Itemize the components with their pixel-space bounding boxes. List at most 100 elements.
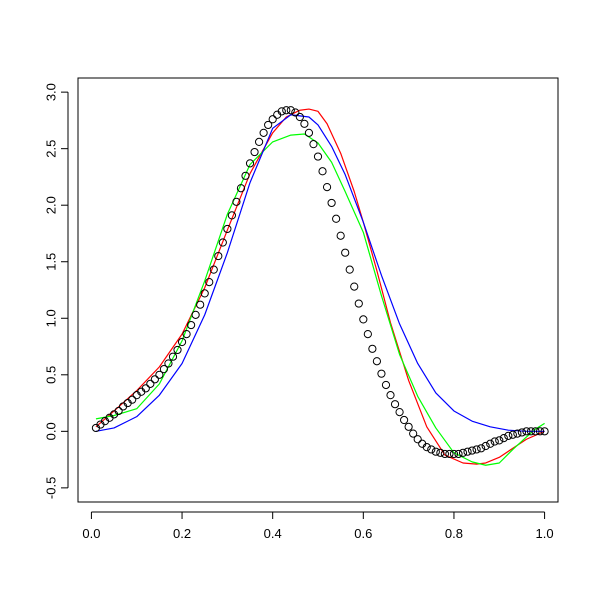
data-point (531, 427, 540, 436)
data-point (472, 445, 481, 454)
series-line-2 (95, 133, 545, 466)
data-point (250, 147, 259, 157)
data-point (522, 427, 531, 436)
y-tick-label: 2.5 (44, 140, 59, 158)
data-point (350, 282, 359, 291)
data-point (436, 448, 445, 457)
data-point (196, 300, 205, 309)
data-point (463, 447, 472, 456)
data-point (114, 406, 123, 416)
data-point (372, 357, 382, 366)
y-tick-label: 0.5 (44, 366, 59, 384)
x-tick-label: 0.8 (445, 526, 463, 541)
data-point (300, 119, 309, 128)
data-point (214, 251, 223, 261)
data-point (386, 391, 395, 400)
data-point (490, 437, 499, 446)
data-point (159, 365, 169, 374)
data-point (223, 224, 232, 234)
data-point (427, 445, 436, 454)
data-point (286, 106, 295, 115)
data-point (454, 449, 463, 459)
data-point (526, 427, 536, 436)
data-point (313, 152, 323, 161)
data-point (141, 384, 150, 393)
x-tick-label: 0.4 (264, 526, 282, 541)
data-point (413, 435, 422, 444)
y-tick-label: -0.5 (44, 477, 59, 499)
data-point (517, 428, 527, 437)
data-point (291, 108, 300, 117)
y-tick-label: 3.0 (44, 83, 59, 101)
data-point (322, 183, 332, 192)
data-point (495, 436, 504, 445)
data-point (363, 330, 372, 339)
data-point (236, 184, 246, 193)
data-point (209, 265, 218, 274)
plot-box (77, 77, 559, 503)
data-point (264, 120, 273, 130)
data-point (241, 171, 250, 180)
x-tick-label: 0.0 (82, 526, 100, 541)
data-point (295, 112, 304, 122)
data-point (422, 443, 431, 452)
data-point (332, 214, 341, 223)
data-point (182, 330, 191, 339)
data-point (381, 380, 391, 390)
data-point (327, 198, 336, 208)
data-point (440, 449, 449, 459)
data-point (368, 344, 377, 353)
data-point (540, 427, 549, 436)
data-point (400, 415, 409, 425)
points-layer (91, 106, 549, 459)
data-point (354, 299, 363, 308)
data-point (173, 345, 182, 355)
data-point (341, 248, 350, 257)
x-tick-label: 0.6 (354, 526, 372, 541)
series-line-3 (95, 114, 545, 432)
data-point (404, 422, 413, 431)
data-point (477, 444, 486, 453)
data-point (486, 439, 495, 448)
data-point (535, 427, 545, 436)
data-point (227, 211, 236, 220)
data-point (168, 352, 178, 361)
data-point (304, 128, 314, 137)
data-point (504, 431, 513, 440)
data-point (395, 408, 404, 417)
data-point (481, 441, 490, 451)
data-point (499, 434, 508, 443)
series-line-1 (95, 108, 545, 465)
data-point (150, 375, 159, 384)
y-tick-label: 1.0 (44, 309, 59, 327)
data-point (282, 106, 291, 115)
data-point (205, 277, 214, 287)
data-point (268, 115, 277, 124)
data-point (390, 400, 400, 409)
data-point (508, 430, 517, 439)
data-point (164, 359, 173, 368)
series-layer (95, 108, 545, 466)
data-point (128, 395, 137, 404)
data-point (409, 429, 418, 438)
data-point (318, 167, 327, 176)
data-point (513, 429, 522, 438)
axes-layer: 0.0 0.2 0.4 0.6 0.8 1.0 -0.5 0.0 0.5 1.0 1.5 2.0 2.5… (44, 83, 554, 541)
data-point (232, 197, 241, 206)
data-point (245, 159, 255, 168)
data-point (187, 320, 196, 330)
data-point (254, 137, 264, 146)
data-point (467, 446, 477, 455)
data-point (177, 337, 187, 347)
data-point (277, 107, 286, 116)
data-point (377, 369, 386, 378)
data-point (259, 128, 268, 137)
x-tick-label: 0.2 (173, 526, 191, 541)
data-point (309, 140, 318, 149)
data-point (191, 310, 200, 319)
y-tick-label: 1.5 (44, 253, 59, 271)
data-point (445, 449, 454, 459)
data-point (336, 231, 345, 240)
data-point (359, 315, 368, 324)
